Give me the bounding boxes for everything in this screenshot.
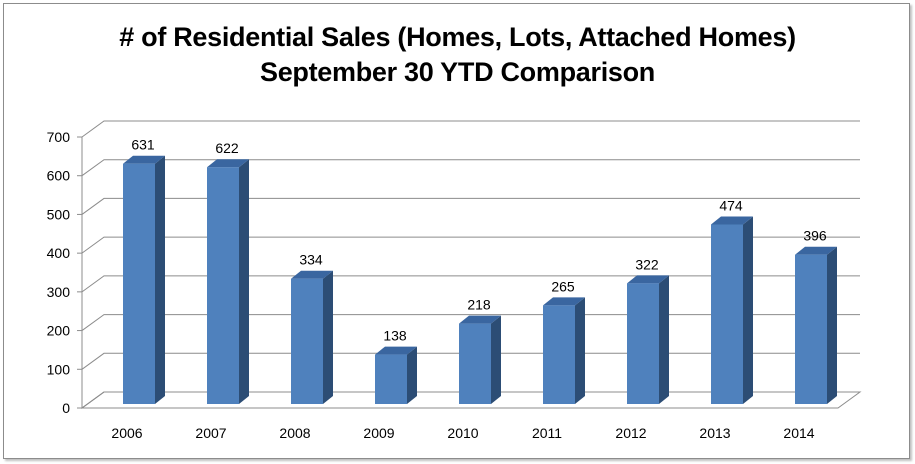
bar-side bbox=[155, 155, 165, 404]
bar-front bbox=[543, 305, 575, 404]
x-tick-label-2006: 2006 bbox=[111, 425, 142, 441]
bars bbox=[123, 155, 837, 404]
data-label-2014: 396 bbox=[803, 228, 827, 244]
bar-top bbox=[123, 155, 165, 164]
gridline bbox=[81, 236, 860, 254]
bar-side bbox=[239, 159, 249, 404]
data-label-2009: 138 bbox=[383, 328, 407, 344]
bar-side bbox=[575, 297, 585, 404]
bar-2010 bbox=[459, 315, 501, 404]
bar-front bbox=[375, 354, 407, 404]
x-tick-label-2012: 2012 bbox=[615, 425, 646, 441]
chart-title: # of Residential Sales (Homes, Lots, Att… bbox=[119, 22, 796, 52]
bar-top bbox=[459, 315, 501, 324]
data-labels: 631 622 334 138 218 265 322 474 396 bbox=[131, 137, 827, 344]
y-tick-label: 200 bbox=[47, 323, 71, 339]
bar-top bbox=[375, 346, 417, 355]
x-tick-label-2008: 2008 bbox=[279, 425, 310, 441]
data-label-2012: 322 bbox=[635, 256, 659, 272]
x-tick-label-2013: 2013 bbox=[699, 425, 730, 441]
chart-subtitle: September 30 YTD Comparison bbox=[259, 57, 655, 87]
x-tick-label-2007: 2007 bbox=[195, 425, 226, 441]
bar-front bbox=[711, 224, 743, 404]
bar-front bbox=[459, 323, 491, 404]
bar-top bbox=[711, 216, 753, 225]
bar-top bbox=[291, 270, 333, 279]
x-tick-label-2010: 2010 bbox=[447, 425, 478, 441]
bar-side bbox=[407, 346, 417, 404]
bar-front bbox=[291, 278, 323, 404]
bar-2006 bbox=[123, 155, 165, 404]
data-label-2013: 474 bbox=[719, 197, 743, 213]
bar-2007 bbox=[207, 159, 249, 404]
y-tick-label: 600 bbox=[47, 168, 71, 184]
y-axis-ticks: 0 100 200 300 400 500 600 700 bbox=[47, 129, 82, 416]
bar-front bbox=[627, 283, 659, 404]
gridline bbox=[81, 159, 860, 177]
bar-2009 bbox=[375, 346, 417, 404]
y-tick-label: 500 bbox=[47, 206, 71, 222]
gridline bbox=[81, 275, 860, 293]
data-label-2008: 334 bbox=[299, 252, 323, 268]
y-tick-label: 700 bbox=[47, 129, 71, 145]
bar-side bbox=[323, 270, 333, 404]
bar-2012 bbox=[627, 275, 669, 404]
bar-2008 bbox=[291, 270, 333, 404]
gridlines bbox=[81, 120, 860, 409]
data-label-2007: 622 bbox=[215, 140, 239, 156]
gridline bbox=[81, 314, 860, 331]
bar-2011 bbox=[543, 297, 585, 404]
bar-top bbox=[795, 246, 837, 255]
y-tick-label: 0 bbox=[62, 400, 70, 416]
bar-2013 bbox=[711, 216, 753, 404]
bar-front bbox=[795, 254, 827, 404]
data-label-2006: 631 bbox=[131, 137, 155, 153]
bar-side bbox=[491, 315, 501, 404]
gridline bbox=[81, 391, 860, 409]
gridline bbox=[81, 197, 860, 215]
x-axis-ticks: 2006 2007 2008 2009 2010 2011 2012 2013 2014 bbox=[111, 425, 814, 441]
y-tick-label: 100 bbox=[47, 361, 71, 377]
gridline bbox=[81, 120, 860, 138]
bar-side bbox=[659, 275, 669, 404]
data-label-2010: 218 bbox=[467, 297, 491, 313]
bar-front bbox=[207, 167, 239, 404]
bar-top bbox=[627, 275, 669, 284]
x-tick-label-2009: 2009 bbox=[363, 425, 394, 441]
x-tick-label-2014: 2014 bbox=[783, 425, 814, 441]
y-tick-label: 300 bbox=[47, 284, 71, 300]
x-tick-label-2011: 2011 bbox=[532, 425, 562, 441]
bar-2014 bbox=[795, 246, 837, 404]
bar-side bbox=[827, 246, 837, 404]
bar-top bbox=[207, 159, 249, 168]
y-tick-label: 400 bbox=[47, 245, 71, 261]
bar-side bbox=[743, 216, 753, 404]
gridline bbox=[81, 352, 860, 370]
bar-top bbox=[543, 297, 585, 306]
data-label-2011: 265 bbox=[551, 278, 575, 294]
bar-front bbox=[123, 163, 155, 404]
